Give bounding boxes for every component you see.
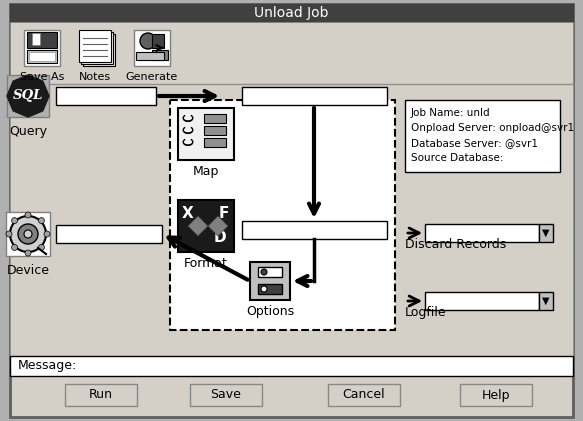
Text: Source Database:: Source Database:	[411, 153, 504, 163]
Bar	[250, 262, 290, 300]
Bar	[425, 224, 539, 242]
Text: Logfile: Logfile	[405, 306, 447, 319]
Bar	[29, 52, 55, 61]
Circle shape	[6, 231, 12, 237]
Circle shape	[38, 245, 44, 250]
Bar	[405, 100, 560, 172]
Text: ▼: ▼	[542, 296, 550, 306]
Text: Unload Job: Unload Job	[254, 6, 329, 20]
Bar	[242, 221, 387, 239]
Circle shape	[10, 216, 46, 252]
Circle shape	[25, 250, 31, 256]
Bar	[6, 212, 50, 256]
Bar	[27, 32, 57, 48]
Bar	[204, 114, 226, 123]
Circle shape	[18, 224, 38, 244]
Text: Database Server: @svr1: Database Server: @svr1	[411, 138, 538, 148]
Bar	[10, 22, 573, 84]
Text: X: X	[182, 206, 194, 221]
Circle shape	[12, 218, 17, 224]
Text: Options: Options	[246, 305, 294, 318]
Bar	[56, 225, 162, 243]
Circle shape	[24, 230, 32, 238]
Bar	[539, 292, 553, 310]
Text: F: F	[219, 206, 229, 221]
Polygon shape	[7, 75, 49, 117]
Text: Save: Save	[210, 389, 241, 402]
Text: D: D	[214, 231, 226, 245]
Text: Format: Format	[184, 257, 228, 270]
Bar	[10, 356, 573, 376]
Bar	[32, 33, 40, 45]
Bar	[79, 30, 111, 62]
Bar	[10, 4, 573, 22]
Circle shape	[44, 231, 50, 237]
Bar	[328, 384, 400, 406]
Text: Job Name: unld: Job Name: unld	[411, 108, 491, 118]
Text: Notes: Notes	[79, 72, 111, 82]
Bar	[83, 34, 115, 66]
Circle shape	[261, 286, 267, 292]
Text: Cancel: Cancel	[343, 389, 385, 402]
Bar	[81, 32, 113, 64]
Bar	[152, 34, 164, 48]
Bar	[258, 267, 282, 277]
Bar	[24, 30, 60, 66]
Text: Run: Run	[89, 389, 113, 402]
Text: Generate: Generate	[126, 72, 178, 82]
Bar	[204, 138, 226, 147]
Text: ▼: ▼	[542, 228, 550, 238]
Polygon shape	[188, 216, 228, 236]
Circle shape	[140, 33, 156, 49]
Text: Help: Help	[482, 389, 510, 402]
Circle shape	[12, 245, 17, 250]
Bar	[56, 87, 156, 105]
Bar	[7, 75, 49, 117]
Bar	[190, 384, 262, 406]
Bar	[10, 84, 573, 356]
Bar	[242, 87, 387, 105]
Bar	[178, 200, 234, 252]
Circle shape	[261, 269, 267, 275]
Bar	[170, 100, 395, 330]
Text: Message:: Message:	[18, 360, 78, 373]
Text: Save As: Save As	[20, 72, 64, 82]
Bar	[204, 126, 226, 135]
Bar	[134, 30, 170, 66]
Circle shape	[25, 212, 31, 218]
Text: Map: Map	[193, 165, 219, 178]
Bar	[65, 384, 137, 406]
Bar	[539, 224, 553, 242]
Circle shape	[38, 218, 44, 224]
Text: Discard Records: Discard Records	[405, 238, 506, 251]
Bar	[136, 52, 164, 60]
Text: SQL: SQL	[13, 90, 43, 102]
Bar	[460, 384, 532, 406]
Bar	[258, 284, 282, 294]
Text: Device: Device	[6, 264, 50, 277]
Bar	[152, 50, 168, 60]
Bar	[178, 108, 234, 160]
Bar	[27, 50, 57, 63]
Text: Onpload Server: onpload@svr1: Onpload Server: onpload@svr1	[411, 123, 574, 133]
Text: Query: Query	[9, 125, 47, 138]
Bar	[425, 292, 539, 310]
